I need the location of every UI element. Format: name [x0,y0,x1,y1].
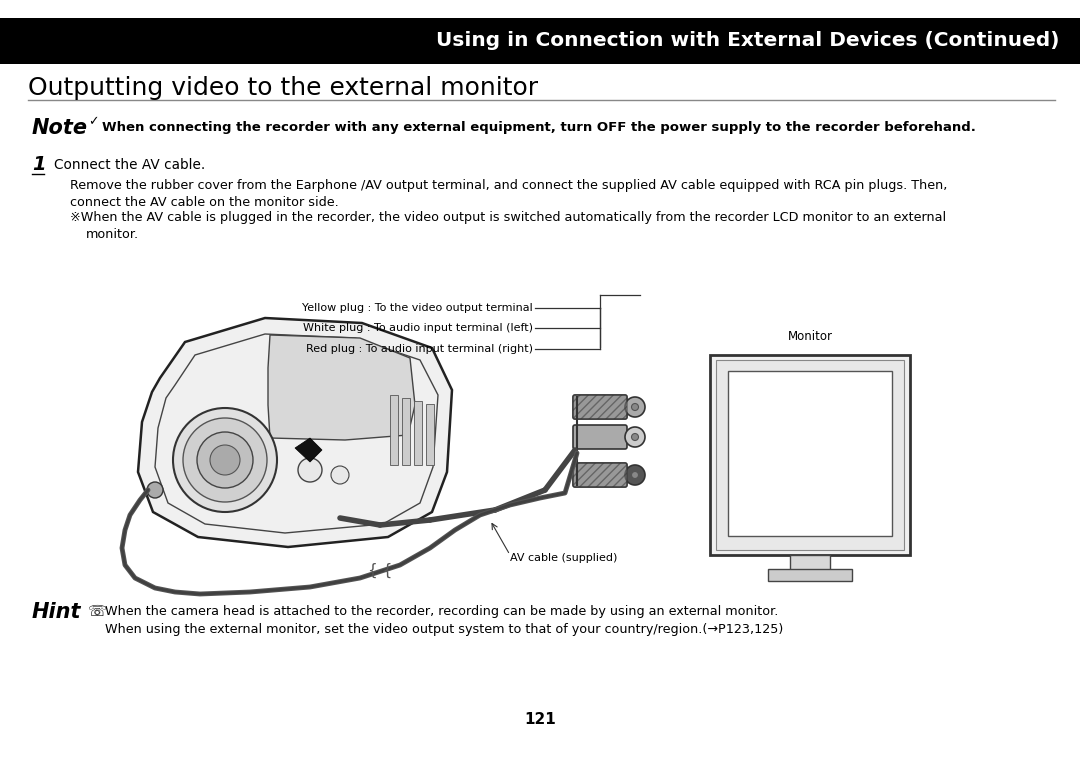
Text: Remove the rubber cover from the Earphone /AV output terminal, and connect the s: Remove the rubber cover from the Earphon… [70,180,947,193]
Text: AV cable (supplied): AV cable (supplied) [510,553,618,563]
Text: Connect the AV cable.: Connect the AV cable. [54,158,205,172]
Circle shape [632,403,638,411]
Circle shape [210,445,240,475]
FancyBboxPatch shape [573,425,627,449]
Circle shape [625,465,645,485]
Circle shape [632,471,638,478]
Bar [426,404,434,465]
Text: Hint: Hint [32,602,81,622]
Bar [402,398,410,465]
Text: When the camera head is attached to the recorder, recording can be made by using: When the camera head is attached to the … [105,606,779,619]
Text: ✓: ✓ [87,115,98,129]
PathPatch shape [268,335,415,440]
FancyBboxPatch shape [573,463,627,487]
Bar [716,360,904,550]
FancyBboxPatch shape [573,463,627,487]
Text: When connecting the recorder with any external equipment, turn OFF the power sup: When connecting the recorder with any ex… [102,121,976,134]
Bar [710,355,910,555]
Text: Using in Connection with External Devices (Continued): Using in Connection with External Device… [436,32,1059,51]
Text: Note: Note [32,118,87,138]
Text: 121: 121 [524,713,556,728]
Text: Red plug : To audio input terminal (right): Red plug : To audio input terminal (righ… [306,344,534,354]
PathPatch shape [138,318,453,547]
Bar [789,555,831,571]
PathPatch shape [295,438,322,462]
Bar [0,18,1080,64]
Circle shape [197,432,253,488]
Circle shape [330,466,349,484]
Text: ※When the AV cable is plugged in the recorder, the video output is switched auto: ※When the AV cable is plugged in the rec… [70,211,946,224]
Circle shape [183,418,267,502]
Circle shape [173,408,276,512]
Circle shape [625,427,645,447]
Circle shape [632,434,638,440]
Bar [414,401,422,465]
Text: Outputting video to the external monitor: Outputting video to the external monitor [28,76,538,100]
Text: Yellow plug : To the video output terminal: Yellow plug : To the video output termin… [302,303,534,313]
Text: monitor.: monitor. [86,227,139,240]
Text: When using the external monitor, set the video output system to that of your cou: When using the external monitor, set the… [105,622,783,635]
Text: White plug : To audio input terminal (left): White plug : To audio input terminal (le… [303,323,534,333]
Bar [728,371,892,536]
Text: connect the AV cable on the monitor side.: connect the AV cable on the monitor side… [70,196,339,208]
Text: { {: { { [368,562,392,578]
Text: Monitor: Monitor [787,330,833,343]
Circle shape [298,458,322,482]
Text: ☏: ☏ [87,604,107,619]
Bar [768,569,852,581]
FancyBboxPatch shape [573,395,627,419]
FancyBboxPatch shape [573,395,627,419]
Circle shape [625,397,645,417]
Bar [390,395,399,465]
Text: 1: 1 [32,155,45,174]
Circle shape [147,482,163,498]
